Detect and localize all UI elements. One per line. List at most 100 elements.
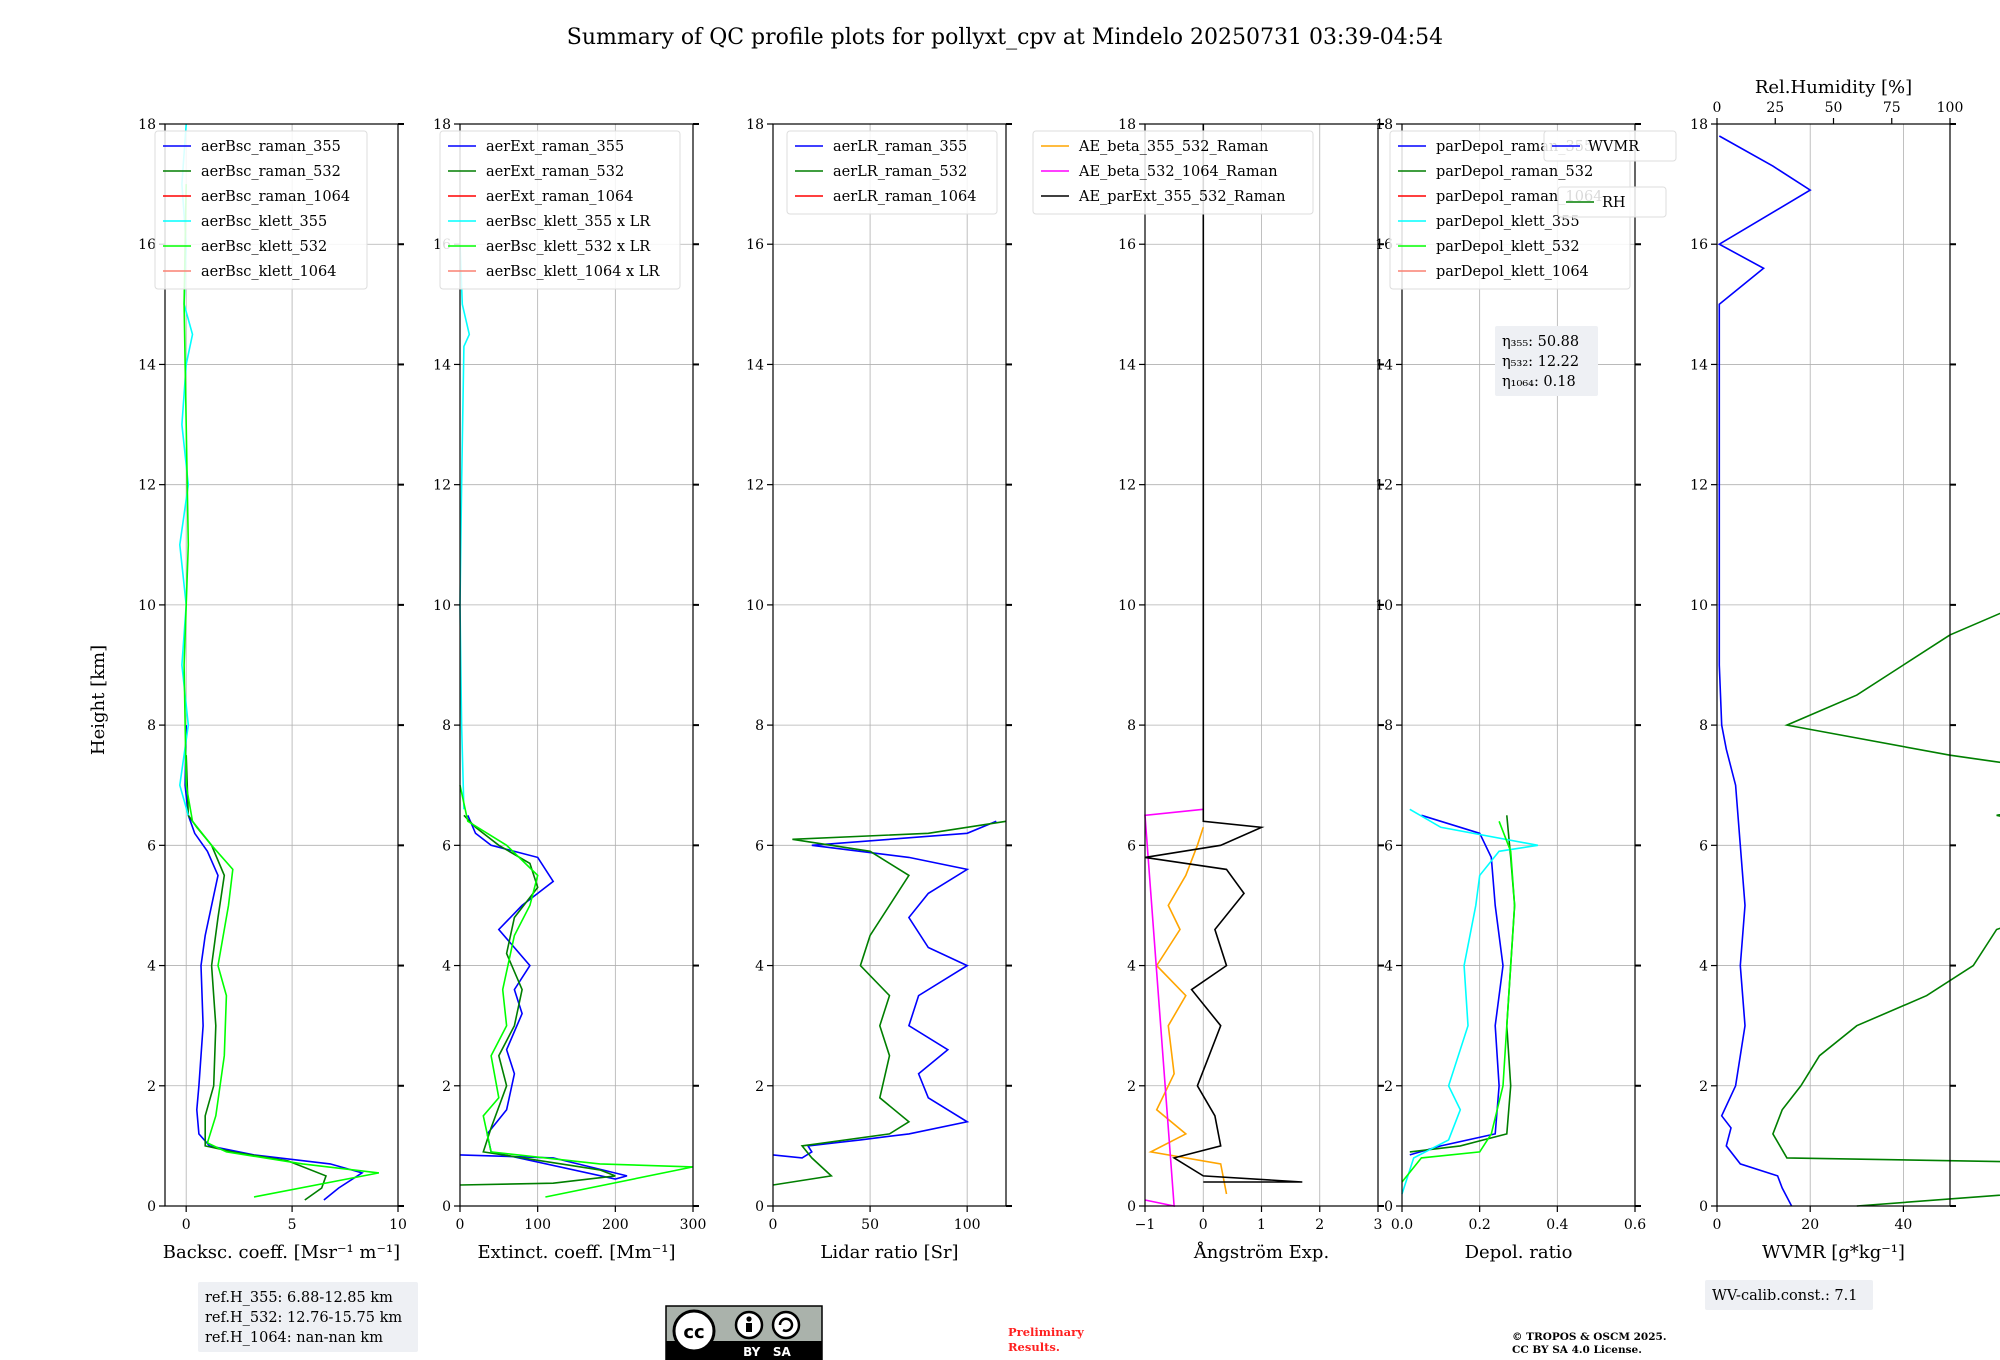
x-tick-label: −1: [1135, 1217, 1156, 1233]
y-tick-label: 12: [1375, 478, 1393, 494]
x2-tick-label: 50: [1825, 100, 1843, 116]
x-axis-label: Ångström Exp.: [1193, 1241, 1329, 1263]
legend-entry: AE_beta_532_1064_Raman: [1078, 164, 1278, 180]
legend-entry: aerBsc_klett_532: [201, 239, 327, 255]
legend-entry: aerBsc_raman_1064: [201, 189, 350, 205]
series-line-aerbsc-raman-532: [185, 755, 328, 1201]
series-line-ae-parext-355-532-raman: [1144, 124, 1303, 1183]
y-tick-label: 6: [442, 838, 451, 854]
annotation-line: η₅₃₂: 12.22: [1502, 354, 1579, 370]
series-line-pardepol-klett-532: [1401, 821, 1516, 1183]
legend-entry: parDepol_raman_532: [1436, 164, 1593, 180]
y-tick-label: 12: [1690, 478, 1708, 494]
y-tick-label: 2: [1699, 1079, 1708, 1095]
series-line-wvmr: [1717, 135, 1812, 1207]
legend-entry: parDepol_klett_532: [1436, 239, 1580, 255]
annotation-line: η₃₅₅: 50.88: [1502, 334, 1579, 350]
y-tick-label: 6: [755, 838, 764, 854]
series-line-pardepol-klett-355: [1401, 808, 1539, 1195]
x-tick-label: 100: [954, 1217, 981, 1233]
y-tick-label: 18: [1690, 117, 1708, 133]
legend-entry: parDepol_klett_355: [1436, 214, 1580, 230]
legend-entry: aerBsc_raman_532: [201, 164, 341, 180]
y-tick-label: 14: [1375, 357, 1393, 373]
x-tick-label: 40: [1894, 1217, 1912, 1233]
y-tick-label: 8: [1699, 718, 1708, 734]
plot-frame: [459, 123, 694, 1207]
y-tick-label: 14: [433, 357, 451, 373]
plot-frame: [164, 123, 399, 1207]
legend-entry: WVMR: [1588, 139, 1640, 155]
legend: aerLR_raman_355 aerLR_raman_532 aerLR_rama…: [786, 130, 998, 215]
legend-entry: AE_parExt_355_532_Raman: [1078, 189, 1285, 205]
series-line-rh: [1772, 612, 2000, 1207]
series-line-aerbsc-klett-355-x-lr: [459, 244, 471, 810]
x2-tick-label: 75: [1883, 100, 1901, 116]
legend: AE_beta_355_532_Raman AE_beta_532_1064_Ra…: [1032, 130, 1314, 215]
y-tick-label: 0: [442, 1199, 451, 1215]
y-tick-label: 12: [433, 478, 451, 494]
y-tick-label: 12: [746, 478, 764, 494]
x-tick-label: 5: [288, 1217, 297, 1233]
y-tick-label: 6: [1699, 838, 1708, 854]
plot-frame: [772, 123, 1007, 1207]
legend: aerBsc_raman_355 aerBsc_raman_532 aerBsc_r…: [154, 130, 368, 290]
y-tick-label: 18: [1118, 117, 1136, 133]
y-tick-label: 18: [138, 117, 156, 133]
y-axis-label: Height [km]: [88, 645, 109, 755]
x-tick-label: 0.6: [1624, 1217, 1646, 1233]
panel-6: 0 2 4 6 8 10 12 14 16 18 0 20 40 WVMR [g*kg⁻¹] 0 25 50 75…: [1543, 77, 2000, 1310]
legend: aerExt_raman_355 aerExt_raman_532 aerExt_r…: [439, 130, 681, 290]
annotation-line: ref.H_355: 6.88-12.85 km: [205, 1290, 393, 1306]
series-line-ae-beta-532-1064-raman: [1144, 808, 1204, 1207]
plot-frame: [1401, 123, 1636, 1207]
legend-entry: aerBsc_klett_1064 x LR: [486, 264, 660, 280]
y-tick-label: 16: [138, 237, 156, 253]
x-tick-label: 50: [861, 1217, 879, 1233]
x-tick-label: 300: [680, 1217, 707, 1233]
y-tick-label: 6: [147, 838, 156, 854]
annotation-box: [1705, 1280, 1873, 1310]
y-tick-label: 0: [1699, 1199, 1708, 1215]
y-tick-label: 4: [1127, 959, 1136, 975]
y-tick-label: 16: [1690, 237, 1708, 253]
x-axis-label: WVMR [g*kg⁻¹]: [1762, 1242, 1905, 1263]
y-tick-label: 8: [147, 718, 156, 734]
legend-entry: aerBsc_raman_355: [201, 139, 341, 155]
x-tick-label: 2: [1315, 1217, 1324, 1233]
series-line-pardepol-raman-355: [1409, 814, 1504, 1156]
x2-tick-label: 25: [1766, 100, 1784, 116]
y-tick-label: 0: [755, 1199, 764, 1215]
copyright-line-1: © TROPOS & OSCM 2025.: [1512, 1331, 1667, 1343]
y-tick-label: 10: [746, 598, 764, 614]
grid: [1144, 123, 1379, 1207]
legend-entry: aerExt_raman_532: [486, 164, 624, 180]
figure-title: Summary of QC profile plots for pollyxt_…: [567, 25, 1443, 50]
series-line-aerlr-raman-532: [772, 820, 1007, 1186]
x2-tick-label: 0: [1713, 100, 1722, 116]
legend-entry: aerBsc_klett_532 x LR: [486, 239, 651, 255]
x-tick-label: 1: [1257, 1217, 1266, 1233]
legend-entry: aerBsc_klett_355: [201, 214, 327, 230]
y-tick-label: 14: [138, 357, 156, 373]
legend-entry: aerLR_raman_532: [833, 164, 967, 180]
x-tick-label: 0.2: [1469, 1217, 1491, 1233]
copyright-line-2: CC BY SA 4.0 License.: [1512, 1344, 1642, 1356]
panel-5: 0 2 4 6 8 10 12 14 16 18 0.0 0.2 0.4 0.6 Depol. ratio p…: [1375, 117, 1646, 1263]
series-line-aerbsc-klett-532: [183, 184, 380, 1198]
y-tick-label: 8: [1384, 718, 1393, 734]
annotation-line: η₁₀₆₄: 0.18: [1502, 374, 1576, 390]
y-tick-label: 16: [1375, 237, 1393, 253]
y-tick-label: 2: [1127, 1079, 1136, 1095]
annotation-line: ref.H_1064: nan-nan km: [205, 1330, 383, 1346]
legend-entry: AE_beta_355_532_Raman: [1078, 139, 1268, 155]
x2-axis-label: Rel.Humidity [%]: [1755, 77, 1912, 98]
cc-badge-text: BY SA: [743, 1345, 791, 1359]
x-tick-label: 0: [1713, 1217, 1722, 1233]
y-tick-label: 4: [442, 959, 451, 975]
preliminary-line-1: Preliminary: [1008, 1325, 1084, 1339]
x2-tick-label: 100: [1937, 100, 1964, 116]
series-line-aerbsc-klett-532-x-lr: [459, 785, 694, 1198]
annotation-line: WV-calib.const.: 7.1: [1712, 1288, 1858, 1304]
